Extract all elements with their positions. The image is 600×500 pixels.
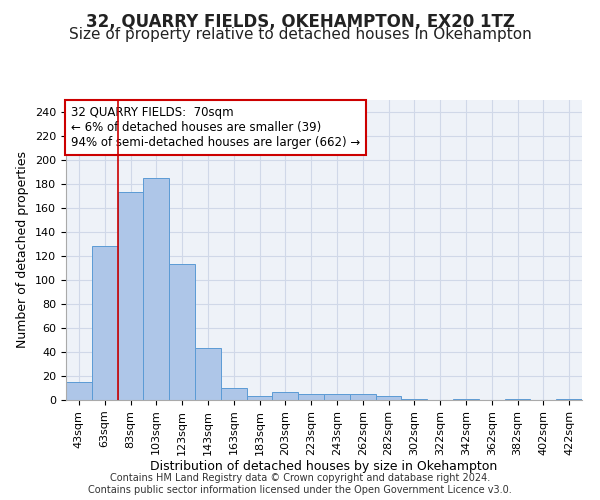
Bar [169, 264, 195, 400]
Bar [272, 392, 298, 400]
Bar [92, 246, 118, 400]
Text: Size of property relative to detached houses in Okehampton: Size of property relative to detached ho… [68, 28, 532, 42]
Text: 32 QUARRY FIELDS:  70sqm
← 6% of detached houses are smaller (39)
94% of semi-de: 32 QUARRY FIELDS: 70sqm ← 6% of detached… [71, 106, 361, 149]
Bar [556, 399, 582, 400]
Bar [143, 178, 169, 400]
Bar [401, 399, 427, 400]
Bar [505, 399, 530, 400]
Text: 32, QUARRY FIELDS, OKEHAMPTON, EX20 1TZ: 32, QUARRY FIELDS, OKEHAMPTON, EX20 1TZ [86, 12, 515, 30]
X-axis label: Distribution of detached houses by size in Okehampton: Distribution of detached houses by size … [151, 460, 497, 473]
Bar [298, 394, 324, 400]
Bar [324, 394, 350, 400]
Bar [247, 396, 272, 400]
Text: Contains HM Land Registry data © Crown copyright and database right 2024.
Contai: Contains HM Land Registry data © Crown c… [88, 474, 512, 495]
Bar [118, 192, 143, 400]
Bar [66, 382, 92, 400]
Bar [221, 388, 247, 400]
Bar [376, 396, 401, 400]
Y-axis label: Number of detached properties: Number of detached properties [16, 152, 29, 348]
Bar [350, 394, 376, 400]
Bar [453, 399, 479, 400]
Bar [195, 348, 221, 400]
